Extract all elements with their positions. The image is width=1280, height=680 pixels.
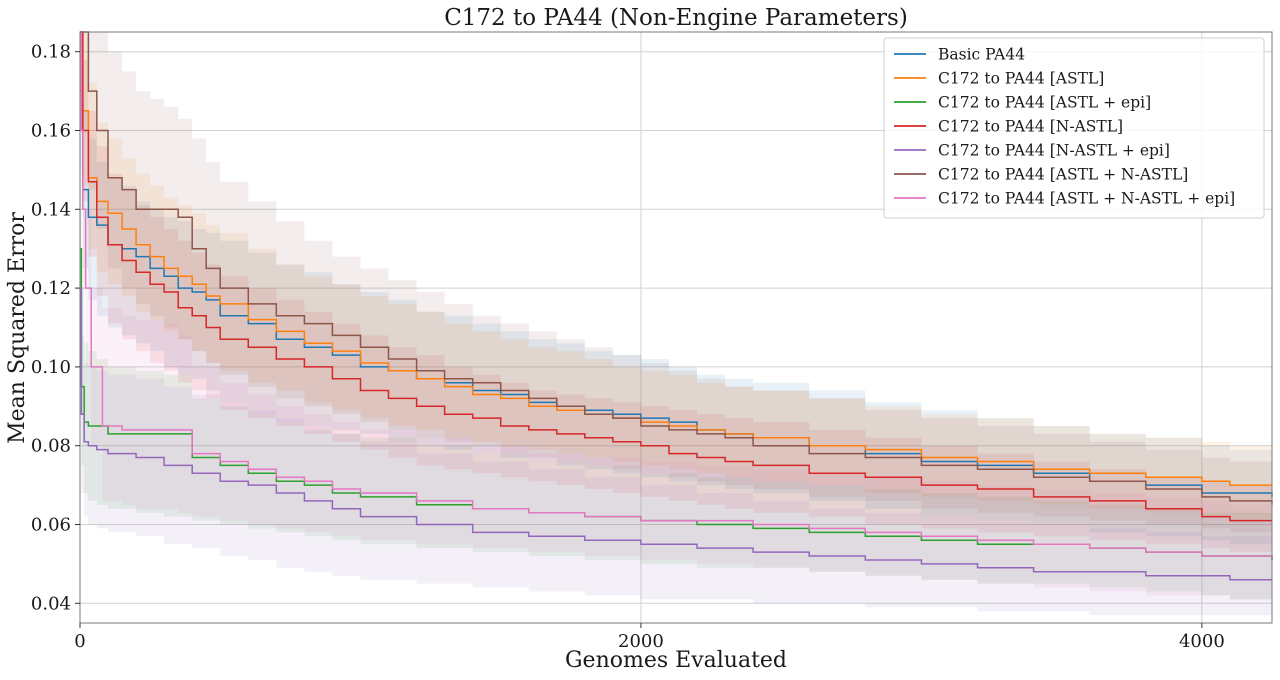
series-line-2: [80, 31, 1272, 486]
legend-label-7: C172 to PA44 [ASTL + N-ASTL + epi]: [938, 190, 1235, 208]
y-tick-label: 0.08: [31, 436, 71, 457]
y-tick-label: 0.06: [31, 515, 71, 536]
legend-label-3: C172 to PA44 [ASTL + epi]: [938, 94, 1151, 112]
x-tick-label: 0: [74, 631, 85, 652]
y-tick-label: 0.16: [31, 121, 71, 142]
band-5: [80, 209, 1272, 616]
band-4: [80, 32, 1272, 553]
series-line-7: [80, 31, 1273, 560]
band-1: [80, 32, 1272, 545]
x-tick-label: 2000: [618, 631, 664, 652]
x-tick-label: 4000: [1179, 631, 1225, 652]
band-2: [80, 32, 1272, 521]
band-6: [80, 32, 1272, 533]
legend-label-2: C172 to PA44 [ASTL]: [938, 70, 1104, 88]
y-tick-label: 0.10: [31, 357, 71, 378]
legend-label-1: Basic PA44: [938, 46, 1025, 64]
chart-title: C172 to PA44 (Non-Engine Parameters): [444, 5, 908, 31]
band-3: [80, 169, 1272, 600]
series-line-5: [80, 287, 1272, 581]
legend: Basic PA44 C172 to PA44 [ASTL] C172 to PA4…: [883, 37, 1265, 219]
y-axis-ticks: 0.04 0.06 0.08 0.10 0.12 0.14 0.16 0.18: [31, 42, 80, 614]
y-tick-label: 0.12: [31, 278, 71, 299]
legend-frame: [883, 37, 1265, 219]
series-line-6: [80, 31, 1273, 505]
confidence-bands: [80, 32, 1272, 616]
y-tick-label: 0.18: [31, 42, 71, 63]
x-axis-ticks: 0 2000 4000: [74, 623, 1225, 652]
y-axis-label: Mean Squared Error: [5, 212, 30, 444]
y-tick-label: 0.04: [31, 593, 71, 614]
band-7: [80, 32, 1272, 600]
plot-frame: [79, 31, 1273, 624]
legend-label-6: C172 to PA44 [ASTL + N-ASTL]: [938, 166, 1188, 184]
x-axis-label: Genomes Evaluated: [565, 648, 787, 673]
legend-label-5: C172 to PA44 [N-ASTL + epi]: [938, 142, 1170, 160]
series-lines: [80, 31, 1273, 581]
legend-label-4: C172 to PA44 [N-ASTL]: [938, 118, 1123, 136]
y-tick-label: 0.14: [31, 199, 71, 220]
series-line-4: [80, 31, 1272, 522]
